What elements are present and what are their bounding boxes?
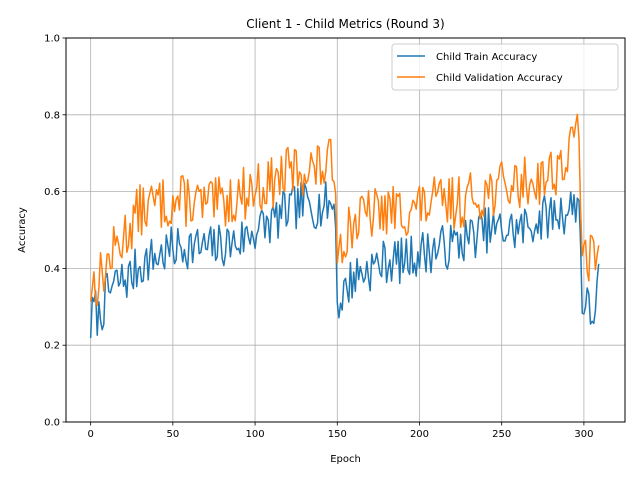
x-tick-label: 300 — [574, 429, 593, 440]
x-axis-label: Epoch — [330, 454, 361, 465]
series-layer — [89, 113, 600, 339]
plot-frame — [65, 37, 626, 423]
series-line-train — [89, 181, 600, 339]
x-ticks: 0 50 100 150 200 250 300 — [87, 422, 593, 440]
legend-box — [391, 43, 619, 91]
y-tick-label: 1.0 — [44, 34, 60, 45]
y-tick-label: 0.2 — [44, 341, 60, 352]
x-tick-label: 150 — [328, 429, 347, 440]
y-tick-label: 0.6 — [44, 187, 60, 198]
legend: Child Train Accuracy Child Validation Ac… — [391, 43, 619, 91]
x-tick-label: 50 — [167, 429, 180, 440]
x-tick-label: 100 — [246, 429, 265, 440]
series-line-validation — [89, 113, 600, 307]
x-tick-label: 200 — [410, 429, 429, 440]
x-tick-label: 0 — [87, 429, 93, 440]
y-tick-label: 0.8 — [44, 110, 60, 121]
legend-label-train: Child Train Accuracy — [436, 52, 537, 63]
y-ticks: 0.0 0.2 0.4 0.6 0.8 1.0 — [44, 34, 66, 429]
y-tick-label: 0.4 — [44, 264, 60, 275]
y-tick-label: 0.0 — [44, 418, 60, 429]
y-axis-label: Accuracy — [17, 207, 28, 253]
chart-title: Client 1 - Child Metrics (Round 3) — [246, 17, 444, 31]
legend-label-validation: Child Validation Accuracy — [436, 73, 563, 84]
x-tick-label: 250 — [492, 429, 511, 440]
